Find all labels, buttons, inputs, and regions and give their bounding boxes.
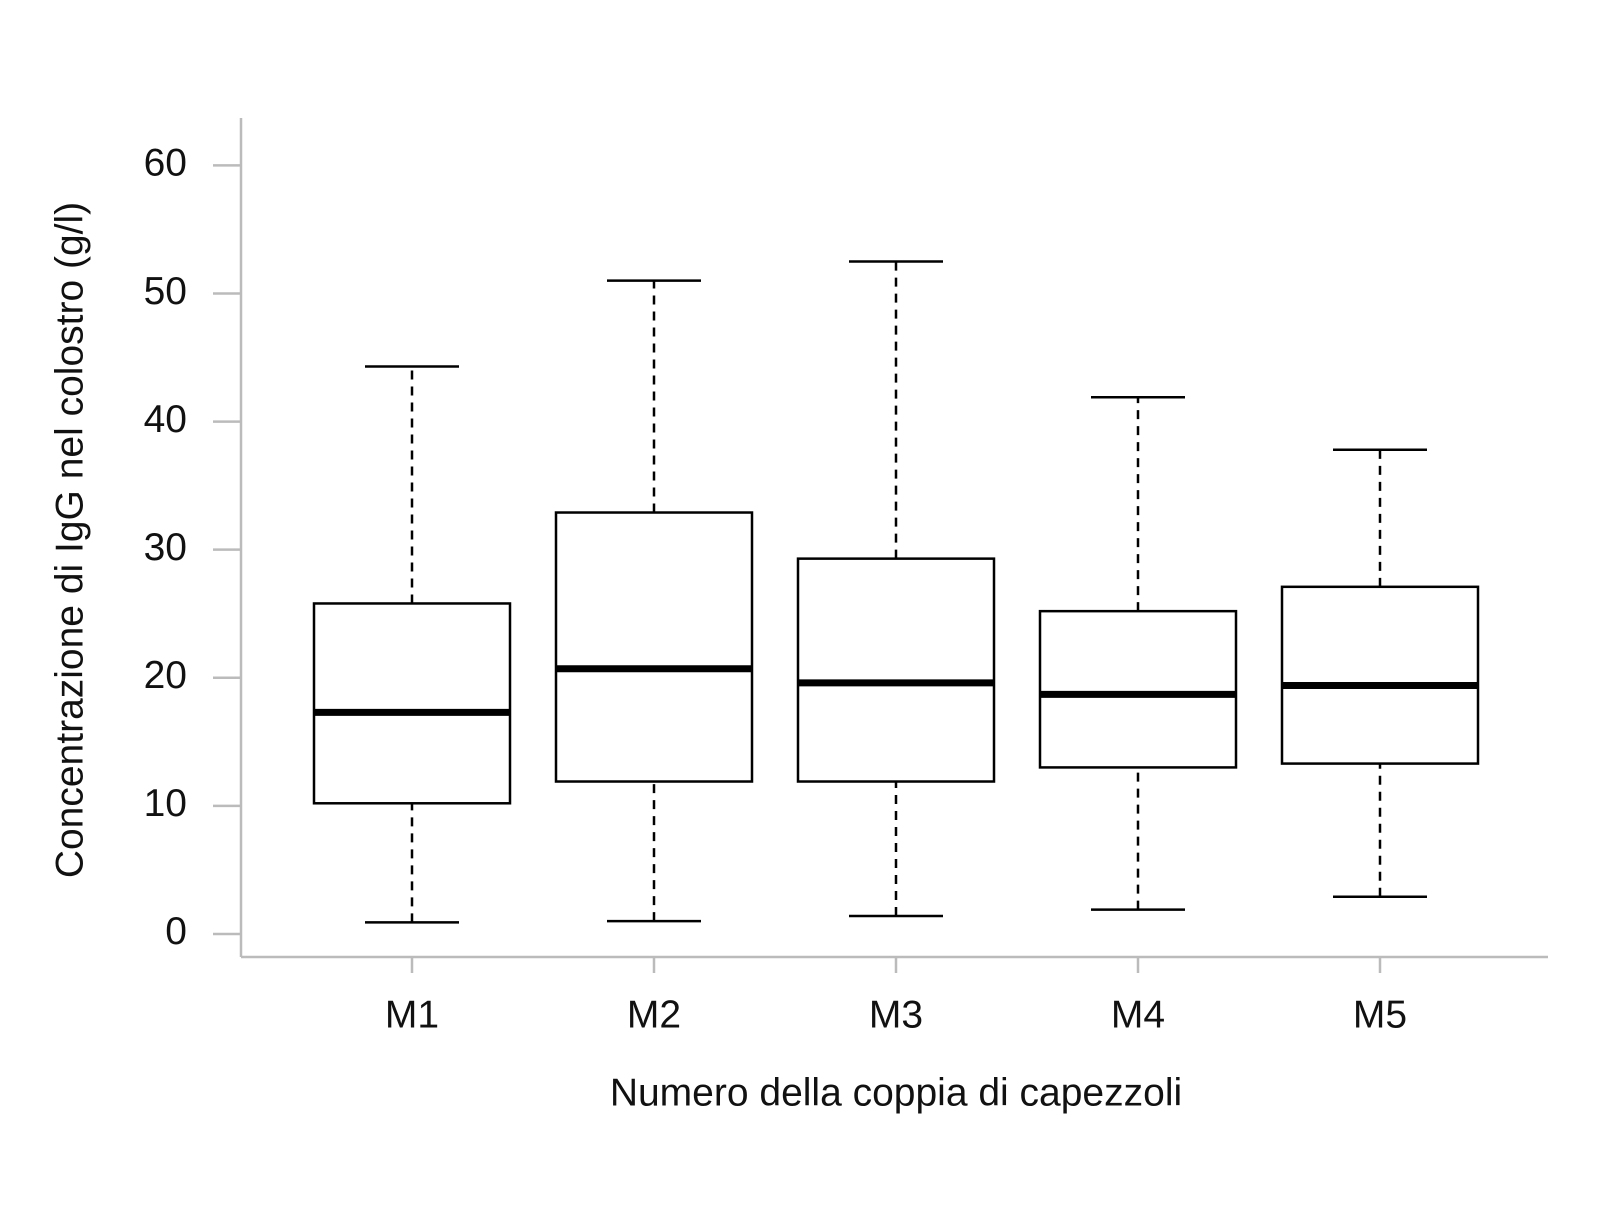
x-tick-label: M5 [1353, 993, 1407, 1036]
box [796, 557, 996, 783]
box [554, 511, 754, 783]
x-tick-label: M2 [627, 993, 681, 1036]
y-tick-label: 10 [144, 782, 187, 825]
y-tick-label: 60 [144, 142, 187, 185]
x-tick-label: M3 [869, 993, 923, 1036]
x-axis-label: Numero della coppia di capezzoli [610, 1071, 1182, 1114]
y-tick-label: 50 [144, 270, 187, 313]
y-tick-label: 30 [144, 526, 187, 569]
y-tick-label: 0 [165, 910, 187, 953]
y-tick-label: 20 [144, 654, 187, 697]
x-tick-label: M1 [385, 993, 439, 1036]
x-tick-label: M4 [1111, 993, 1165, 1036]
box [312, 602, 512, 805]
y-tick-label: 40 [144, 398, 187, 441]
box [1280, 585, 1480, 765]
box [1038, 609, 1238, 769]
y-axis-label: Concentrazione di IgG nel colostro (g/l) [48, 202, 91, 878]
